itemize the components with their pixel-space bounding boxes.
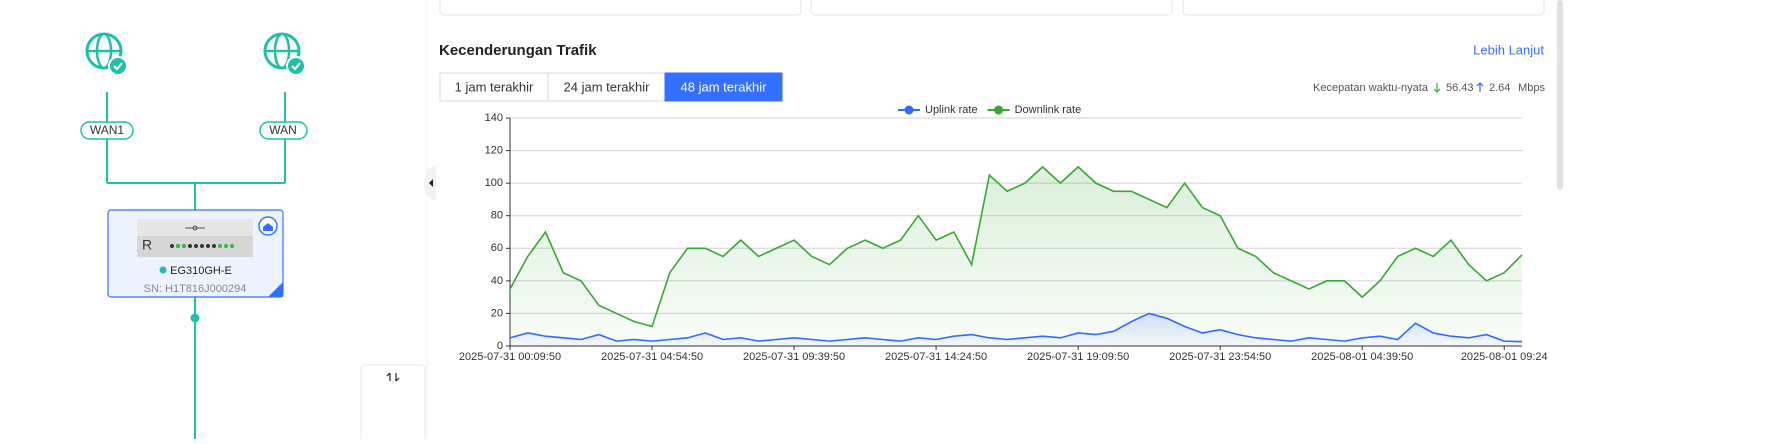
tab[interactable]: 48 jam terakhir — [664, 72, 783, 102]
x-tick-label: 2025-08-01 04:39:50 — [1311, 351, 1413, 363]
y-tick-label: 80 — [491, 210, 503, 222]
x-tick-label: 2025-07-31 09:39:50 — [743, 351, 845, 363]
section-title: Kecenderungan Trafik — [439, 42, 597, 59]
tab[interactable]: 1 jam terakhir — [439, 72, 549, 102]
tab-box — [547, 72, 666, 102]
device-model: EG310GH-E — [170, 265, 232, 277]
tab-label: 48 jam terakhir — [681, 79, 768, 94]
series-line — [509, 312, 1523, 343]
tab-label: 1 jam terakhir — [455, 79, 534, 94]
legend-label: Downlink rate — [1015, 104, 1082, 116]
wan-tag — [80, 121, 134, 140]
y-tick-label: 140 — [485, 112, 503, 124]
y-tick-label: 40 — [491, 275, 503, 287]
device-sn: SN: H1T816J000294 — [144, 283, 247, 295]
y-tick-label: 60 — [491, 242, 503, 254]
realtime-label: Kecepatan waktu-nyata — [1313, 82, 1429, 94]
realtime: Kecepatan waktu-nyata 56.43 2.64 Mbps — [1313, 82, 1545, 94]
realtime-up: 2.64 — [1489, 82, 1510, 94]
legend-dot — [904, 105, 914, 115]
wan-label: WAN — [269, 123, 297, 137]
y-tick-label: 0 — [497, 340, 503, 352]
tab-label: 24 jam terakhir — [564, 79, 651, 94]
legend-dot — [994, 105, 1004, 115]
down-arrow — [1433, 83, 1441, 93]
wan-tag — [259, 121, 308, 140]
up-arrow — [1476, 82, 1484, 92]
tabs: 1 jam terakhir 24 jam terakhir 48 jam tera… — [439, 72, 783, 102]
topology — [106, 92, 286, 439]
series-line — [509, 165, 1523, 328]
scrollbar — [1557, 0, 1563, 190]
y-tick-label: 120 — [485, 144, 503, 156]
tab-box — [664, 72, 783, 102]
device-card[interactable] — [107, 209, 284, 298]
area — [510, 166, 1522, 346]
x-tick-label: 2025-08-01 09:24 — [1461, 351, 1548, 363]
realtime-down: 56.43 — [1446, 82, 1474, 94]
x-tick-label: 2025-07-31 19:09:50 — [1027, 351, 1129, 363]
wan-label: WAN1 — [90, 123, 125, 137]
x-tick-label: 2025-07-31 04:54:50 — [601, 351, 703, 363]
tab-box — [439, 72, 549, 102]
corner-button[interactable] — [360, 364, 426, 444]
tab[interactable]: 24 jam terakhir — [547, 72, 666, 102]
summary-cards — [439, 0, 1545, 16]
more-link[interactable]: Lebih Lanjut — [1473, 42, 1544, 57]
device-badge: R — [142, 237, 152, 253]
realtime-unit: Mbps — [1518, 82, 1545, 94]
x-tick-label: 2025-07-31 23:54:50 — [1169, 351, 1271, 363]
x-tick-label: 2025-07-31 14:24:50 — [885, 351, 987, 363]
y-tick-label: 100 — [485, 177, 503, 189]
legend-item[interactable]: Uplink rate — [898, 104, 978, 116]
y-tick-label: 20 — [491, 307, 503, 319]
legend-item[interactable]: Downlink rate — [987, 104, 1082, 116]
collapse-handle[interactable] — [424, 165, 436, 201]
legend-label: Uplink rate — [925, 104, 978, 116]
x-tick-label: 2025-07-31 00:09:50 — [459, 351, 561, 363]
chart: 0 20 40 60 80 100 120 140 2025-07-31 00:09:50 202… — [459, 104, 1548, 363]
area — [510, 313, 1522, 346]
globe-icon — [263, 32, 306, 76]
globe-icon — [85, 32, 128, 76]
